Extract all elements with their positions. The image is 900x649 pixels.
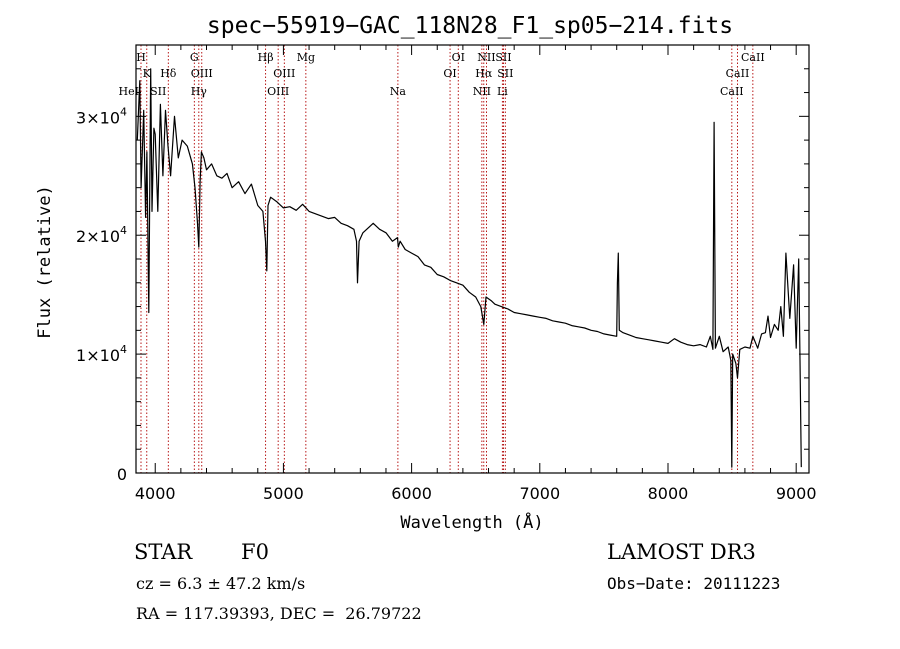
x-axis-label: Wavelength (Å) <box>400 511 543 533</box>
line-label-0: H <box>136 51 146 64</box>
y-axis-label: Flux (relative) <box>35 185 55 339</box>
line-label-13: NII <box>473 85 491 98</box>
y-tick-label-2: 2×104 <box>76 224 127 246</box>
line-label-17: SII <box>497 67 513 80</box>
observation-date: Obs−Date: 20111223 <box>607 574 781 593</box>
spectral-line-markers <box>140 45 754 473</box>
spectral-line-labels: HK HδGOIIIHγHβOIIIOIIIMgNaOIOINIINIIHαSII… <box>119 51 765 98</box>
object-subclass: F0 <box>241 540 269 564</box>
line-label-21: CaII <box>741 51 765 64</box>
x-tick-label-2: 6000 <box>391 484 432 503</box>
line-label-15: Hα <box>475 67 493 80</box>
y-axis-ticks: 0 1×104 2×104 3×104 <box>76 68 809 484</box>
line-label-18: Li <box>497 85 508 98</box>
line-label-4: OIII <box>191 67 213 80</box>
line-label-2: Hδ <box>160 67 177 80</box>
line-label-10: Na <box>390 85 407 98</box>
line-label-16: SII <box>495 51 511 64</box>
y-tick-label-3: 3×104 <box>76 105 127 127</box>
x-axis-ticks: 4000 5000 6000 7000 8000 9000 <box>135 45 817 503</box>
x-tick-label-3: 7000 <box>519 484 560 503</box>
survey-name: LAMOST DR3 <box>607 540 756 564</box>
y-tick-label-0: 0 <box>117 465 127 484</box>
line-label-12: OI <box>452 51 465 64</box>
line-label-11: OI <box>443 67 456 80</box>
object-class: STAR <box>134 540 193 564</box>
redshift-readout: cz = 6.3 ± 47.2 km/s <box>136 574 306 593</box>
plot-frame <box>135 44 810 474</box>
x-tick-label-1: 5000 <box>263 484 304 503</box>
line-label-14: NII <box>477 51 495 64</box>
x-tick-label-4: 8000 <box>648 484 689 503</box>
line-label-7: OIII <box>267 85 289 98</box>
coordinates-readout: RA = 117.39393, DEC = 26.79722 <box>136 604 422 623</box>
line-label-5: Hγ <box>191 85 208 98</box>
chart-title: spec−55919−GAC_118N28_F1_sp05−214.fits <box>207 13 733 39</box>
line-label-20: CaII <box>726 67 750 80</box>
line-label-extra-0: HeI <box>119 85 139 98</box>
line-label-1: K <box>143 67 152 80</box>
line-label-extra-1: SII <box>150 85 166 98</box>
line-label-8: OIII <box>273 67 295 80</box>
y-tick-label-1: 1×104 <box>76 343 127 365</box>
line-label-19: CaII <box>720 85 744 98</box>
spectrum-series-line <box>136 68 802 468</box>
line-label-3: G <box>190 51 199 64</box>
x-tick-label-5: 9000 <box>776 484 817 503</box>
x-tick-label-0: 4000 <box>135 484 176 503</box>
line-label-6: Hβ <box>258 51 274 64</box>
line-label-9: Mg <box>297 51 315 64</box>
